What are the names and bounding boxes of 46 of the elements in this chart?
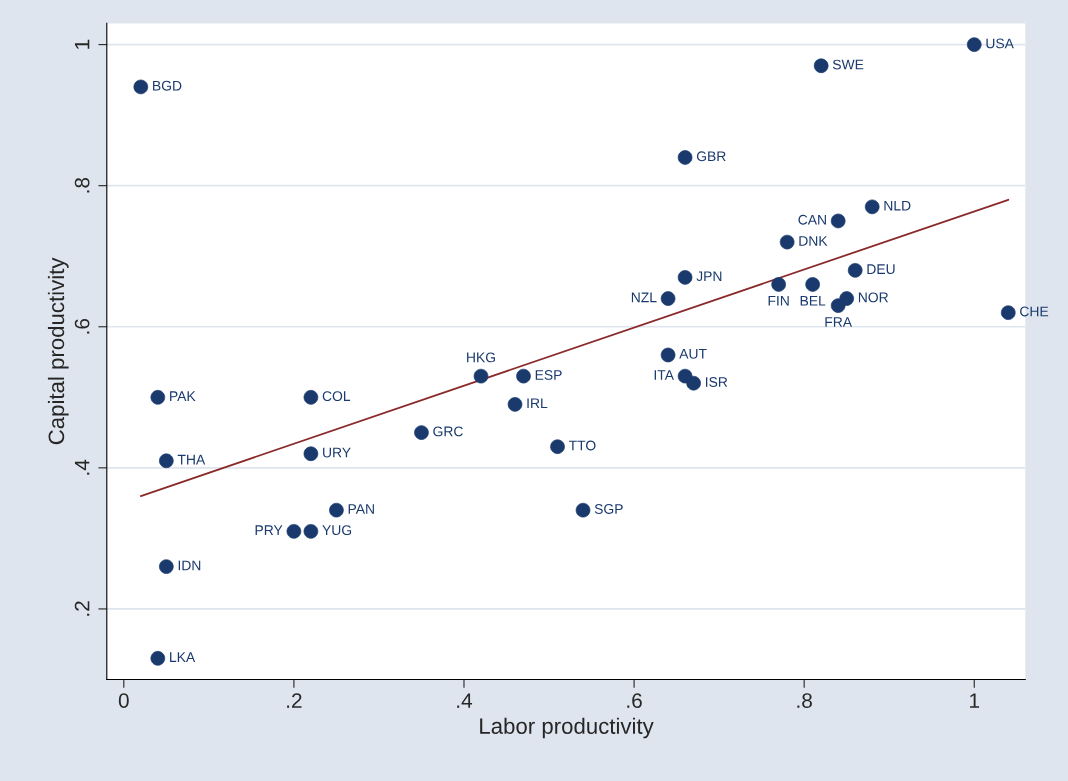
annotation: AUT xyxy=(679,349,707,359)
annotation: CHE xyxy=(1020,306,1049,317)
x-axis-title: Labor productivity xyxy=(480,717,654,739)
annotation: CAN xyxy=(798,214,826,225)
y-axis-title: Capital productivity xyxy=(47,257,69,445)
annotation: BEL xyxy=(800,296,826,306)
annotation: ITA xyxy=(654,370,674,380)
annotation: DEU xyxy=(867,264,895,275)
y-tick-label: .4 xyxy=(74,459,90,475)
y-tick-label: .8 xyxy=(74,177,90,193)
annotation: TTO xyxy=(568,440,596,451)
annotation: PRY xyxy=(255,525,283,535)
annotation: NOR xyxy=(858,292,889,303)
annotation: URY xyxy=(323,447,351,458)
annotation: IRL xyxy=(527,398,548,408)
annotation: DNK xyxy=(799,236,828,246)
x-tick-label: .2 xyxy=(287,693,302,708)
x-tick-label: .8 xyxy=(797,693,812,708)
x-tick-label: .4 xyxy=(457,693,473,708)
annotation: LKA xyxy=(170,652,196,662)
x-tick-label: .6 xyxy=(627,693,642,708)
annotation: GRC xyxy=(433,426,463,437)
annotation: USA xyxy=(986,38,1014,49)
annotation: GBR xyxy=(696,151,726,162)
annotation: FRA xyxy=(825,317,853,327)
x-tick-label: 0 xyxy=(118,693,129,708)
annotation: JPN xyxy=(696,271,722,282)
y-tick-label: .2 xyxy=(74,601,90,616)
y-tick-label: 1 xyxy=(74,39,90,49)
annotation: SWE xyxy=(832,59,864,70)
annotation: IDN xyxy=(178,560,201,571)
y-tick-label: .6 xyxy=(74,318,90,334)
annotation: SGP xyxy=(594,504,623,514)
annotation: BGD xyxy=(153,80,182,91)
annotation: COL xyxy=(322,391,351,402)
annotation: THA xyxy=(177,454,206,465)
annotation: PAK xyxy=(170,391,196,401)
annotation: NLD xyxy=(884,200,911,211)
annotation: FIN xyxy=(768,296,789,306)
annotation: ESP xyxy=(535,370,562,380)
annotation: PAN xyxy=(348,504,374,514)
annotation: NZL xyxy=(631,292,657,303)
annotation: HKG xyxy=(467,352,496,363)
annotation: ISR xyxy=(706,377,728,387)
annotation: YUG xyxy=(322,525,352,536)
x-tick-label: 1 xyxy=(970,693,980,708)
